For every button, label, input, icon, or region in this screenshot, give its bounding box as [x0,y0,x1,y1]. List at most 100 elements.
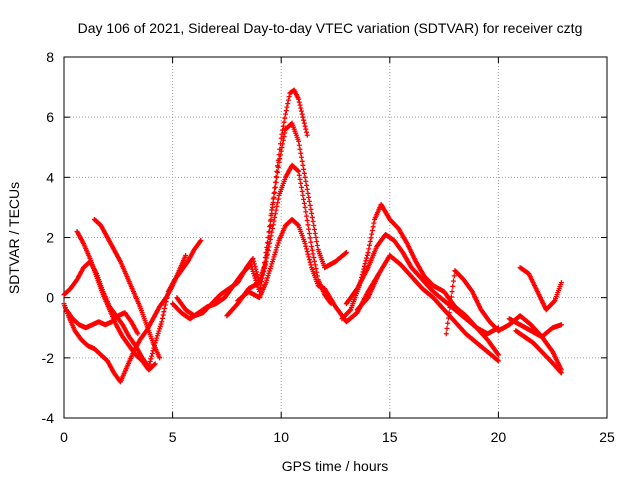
data-point [309,214,315,220]
data-point [368,235,374,241]
data-point [264,251,270,257]
data-point [299,158,305,164]
data-point [281,119,287,125]
data-point [280,137,286,143]
data-point [265,273,271,279]
data-point [257,277,263,283]
data-point [272,214,278,220]
data-point [254,272,260,278]
data-point [297,176,303,182]
data-point [148,356,154,362]
data-point [300,114,306,120]
data-point [269,229,275,235]
data-point [283,111,289,117]
data-point [152,361,158,367]
data-point [271,194,277,200]
data-point [312,230,318,236]
data-point [301,200,307,206]
data-point [306,194,312,200]
data-point [261,266,267,272]
data-point [157,326,163,332]
data-point [299,111,305,117]
data-point [302,174,308,180]
data-point [270,204,276,210]
data-point [369,227,375,233]
data-point [262,261,268,267]
data-point [272,184,278,190]
data-point [304,182,310,188]
data-point [280,141,286,147]
data-point [307,259,313,265]
data-point [154,333,160,339]
data-point [266,244,272,250]
data-point [283,108,289,114]
x-tick-label: 15 [382,429,398,445]
data-point [558,369,564,375]
data-point [558,322,564,328]
x-tick-label: 5 [169,429,177,445]
data-point [271,218,277,224]
data-point [157,323,163,329]
data-point [307,202,313,208]
data-point [267,240,273,246]
data-point [135,331,141,337]
tick-labels: 0 5 10 15 20 25 -4 -2 0 2 4 6 8 [42,49,615,445]
data-point [275,164,281,170]
data-point [443,331,449,337]
data-point [308,239,314,245]
data-point [267,237,273,243]
data-point [274,245,280,251]
data-point [363,258,369,264]
data-series [443,268,564,373]
data-point [267,268,273,274]
data-point [162,305,168,311]
x-tick-label: 0 [60,429,68,445]
y-tick-label: 0 [46,290,54,306]
data-point [445,315,451,321]
data-point [365,250,371,256]
data-point [274,203,280,209]
x-tick-label: 10 [273,429,289,445]
data-point [258,275,264,281]
data-point [160,312,166,318]
y-tick-label: 4 [46,169,54,185]
data-point [311,255,317,261]
data-point [347,307,353,313]
data-point [314,269,320,275]
data-point [262,263,268,269]
data-point [275,242,281,248]
data-point [300,192,306,198]
data-point [183,253,189,259]
x-axis-label: GPS time / hours [282,458,389,474]
data-point [558,280,564,286]
data-point [300,162,306,168]
data-point [298,150,304,156]
chart-title: Day 106 of 2021, Sidereal Day-to-day VTE… [78,20,583,36]
data-point [295,222,301,228]
data-point [273,207,279,213]
data-point [305,190,311,196]
data-point [265,248,271,254]
data-point [270,199,276,205]
y-axis-label: SDTVAR / TECUs [6,182,22,294]
data-point [281,134,287,140]
data-point [309,210,315,216]
data-point [495,351,501,357]
data-point [362,261,368,267]
data-series [91,216,163,361]
data-point [301,117,307,123]
data-point [303,209,309,215]
data-point [159,319,165,325]
data-series [517,265,564,313]
data-series [170,120,349,322]
data-point [301,170,307,176]
data-series [74,228,158,373]
data-point [309,247,315,253]
data-point [272,189,278,195]
data-point [298,154,304,160]
data-point [263,280,269,286]
data-point [310,218,316,224]
data-point [308,206,314,212]
data-series [343,231,501,358]
